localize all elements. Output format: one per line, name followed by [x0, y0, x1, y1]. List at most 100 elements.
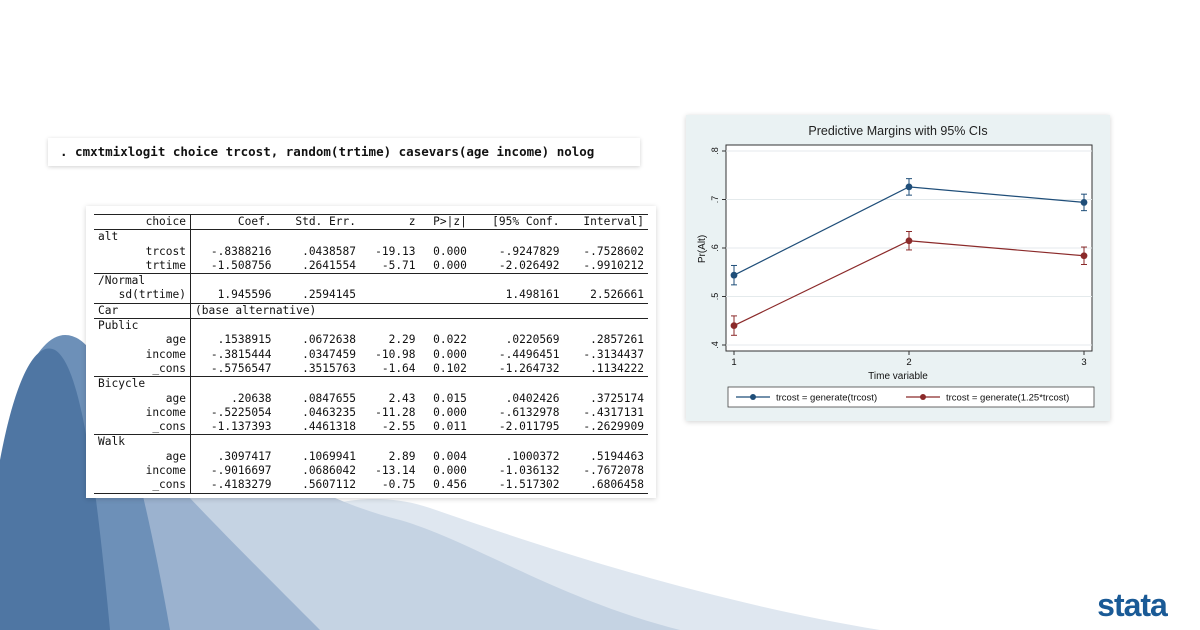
- cell: .0347459: [302, 347, 356, 361]
- cell: .4461318: [302, 420, 356, 434]
- row-label: _cons: [94, 420, 191, 435]
- table-header-row: choice Coef. Std. Err. z P>|z| [95% Conf…: [94, 213, 648, 231]
- cell: .0847655: [302, 391, 356, 405]
- cell: 0.004: [433, 449, 467, 463]
- margins-chart-panel: Predictive Margins with 95% CIs .4 .5 .6 .7…: [686, 115, 1110, 421]
- cell: 1.945596: [217, 288, 272, 302]
- cell: 0.000: [433, 244, 467, 258]
- group-row-public: Public: [94, 318, 648, 334]
- cell: [360, 288, 420, 303]
- col-header-choice: choice: [94, 213, 191, 231]
- cell: 0.456: [419, 478, 471, 494]
- cell: .0220569: [505, 333, 560, 347]
- cell: -2.011795: [498, 420, 560, 434]
- group-row-walk: Walk: [94, 434, 648, 450]
- regression-table: choice Coef. Std. Err. z P>|z| [95% Conf…: [94, 213, 648, 494]
- cell: -.9910212: [583, 258, 644, 272]
- group-label: alt: [94, 229, 191, 245]
- cell: .20638: [231, 391, 272, 405]
- cell: -.7528602: [583, 244, 644, 258]
- cell: .0686042: [302, 464, 356, 478]
- cell: 2.526661: [590, 288, 644, 302]
- cell: .1134222: [590, 361, 644, 375]
- cell: 0.022: [433, 333, 467, 347]
- cell: 0.011: [433, 420, 467, 434]
- cell: .0672638: [302, 333, 356, 347]
- table-row: age .1538915 .0672638 2.29 0.022 .022056…: [94, 333, 648, 348]
- row-label: _cons: [94, 361, 191, 377]
- y-tick-label: .8: [710, 147, 720, 155]
- cell: .0402426: [505, 391, 560, 405]
- table-row: _cons -.4183279 .5607112 -0.75 0.456 -1.…: [94, 478, 648, 494]
- cell: .2594145: [302, 288, 356, 302]
- col-header-p: P>|z|: [419, 213, 471, 231]
- y-tick-label: .4: [710, 341, 720, 349]
- cell: -1.517302: [470, 478, 564, 494]
- cell: -2.55: [381, 420, 416, 434]
- cell: -13.14: [375, 464, 416, 478]
- cell: .0438587: [302, 244, 356, 258]
- stata-logo-text: stata: [1097, 588, 1168, 622]
- cell: .5194463: [590, 449, 644, 463]
- table-row: income -.3815444 .0347459 -10.98 0.000 -…: [94, 347, 648, 362]
- cell: -.3815444: [210, 347, 272, 361]
- table-row: _cons -1.137393 .4461318 -2.55 0.011 -2.…: [94, 420, 648, 435]
- table-row: trcost -.8388216 .0438587 -19.13 0.000 -…: [94, 244, 648, 259]
- cell: -.9247829: [498, 244, 560, 258]
- y-tick-label: .7: [710, 196, 720, 204]
- row-label: age: [94, 449, 191, 465]
- table-row: trtime -1.508756 .2641554 -5.71 0.000 -2…: [94, 258, 648, 274]
- row-label: income: [94, 464, 191, 479]
- data-point: [730, 322, 738, 329]
- cell: -.3134437: [583, 347, 644, 361]
- y-axis-label: Pr(Alt): [697, 235, 708, 263]
- cell: 2.29: [388, 333, 416, 347]
- cell: -.8388216: [210, 244, 272, 258]
- col-header-coef: Coef.: [190, 213, 276, 231]
- group-row-car: Car (base alternative): [94, 302, 648, 319]
- cell: -.2629909: [583, 420, 644, 434]
- y-tick-label: .5: [710, 293, 720, 301]
- group-label: Car: [94, 302, 191, 319]
- table-row: _cons -.5756547 .3515763 -1.64 0.102 -1.…: [94, 361, 648, 377]
- x-tick-label: 2: [906, 357, 911, 368]
- cell: 2.89: [388, 449, 416, 463]
- legend-entry: trcost = generate(trcost): [776, 393, 877, 404]
- cell: .3097417: [217, 449, 272, 463]
- stata-command: . cmxtmixlogit choice trcost, random(trt…: [48, 138, 640, 166]
- cell: [420, 288, 471, 303]
- chart-title: Predictive Margins with 95% CIs: [808, 124, 987, 138]
- col-header-z: z: [359, 213, 420, 231]
- group-row-alt: alt: [94, 229, 648, 245]
- group-row-normal: /Normal: [94, 273, 648, 289]
- data-point: [730, 271, 738, 279]
- cell: -.4317131: [583, 405, 644, 419]
- cell: 2.43: [388, 391, 416, 405]
- base-alternative-note: (base alternative): [190, 302, 648, 319]
- x-tick-label: 1: [731, 357, 736, 368]
- cell: .2641554: [302, 258, 356, 272]
- cell: -10.98: [375, 347, 416, 361]
- cell: 0.000: [433, 464, 467, 478]
- cell: 0.000: [433, 258, 467, 272]
- data-point: [1080, 199, 1088, 206]
- row-label: _cons: [94, 478, 191, 494]
- cell: -.4496451: [498, 347, 560, 361]
- cell: 0.015: [433, 391, 467, 405]
- cell: -.5225054: [210, 405, 272, 419]
- cell: -.7672078: [583, 464, 644, 478]
- table-row: income -.5225054 .0463235 -11.28 0.000 -…: [94, 405, 648, 421]
- cell: .0463235: [302, 405, 356, 419]
- table-row: age .3097417 .1069941 2.89 0.004 .100037…: [94, 449, 648, 465]
- cell: -.5756547: [210, 361, 272, 375]
- cell: -19.13: [375, 244, 416, 258]
- row-label: age: [94, 333, 191, 348]
- cell: .3515763: [302, 361, 356, 375]
- col-header-std-err: Std. Err.: [275, 213, 360, 231]
- group-label: Walk: [94, 434, 191, 450]
- cell: .2857261: [590, 333, 644, 347]
- table-row: age .20638 .0847655 2.43 0.015 .0402426 …: [94, 391, 648, 406]
- wave-darkest: [0, 348, 110, 630]
- row-label: sd(trtime): [94, 288, 191, 304]
- col-header-ci-high: Interval]: [563, 213, 648, 231]
